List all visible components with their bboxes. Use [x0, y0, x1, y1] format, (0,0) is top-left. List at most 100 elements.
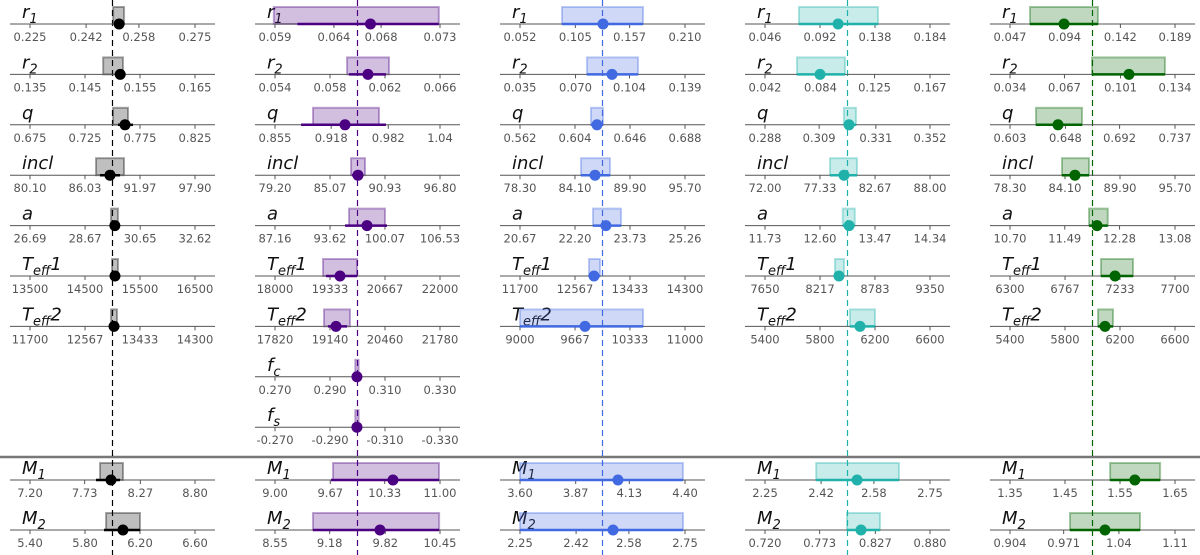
- estimate-dot: [109, 220, 121, 232]
- label-sub: eff: [278, 314, 297, 329]
- tick-label: 0.225: [14, 30, 47, 44]
- tick-label: 13500: [12, 282, 49, 296]
- estimate-dot: [108, 320, 120, 332]
- label-base: T: [1002, 254, 1015, 275]
- tick-label: 0.052: [504, 30, 537, 44]
- estimate-dot: [843, 220, 855, 232]
- estimate-dot: [117, 524, 129, 536]
- tick-label: 11.73: [749, 232, 782, 246]
- tick-label: 1.04: [1106, 536, 1132, 550]
- estimate-dot: [833, 270, 845, 282]
- tick-label: 12.28: [1103, 232, 1136, 246]
- tick-label: 95.70: [1159, 181, 1192, 195]
- tick-label: 6200: [860, 332, 889, 346]
- label-base: r: [22, 52, 31, 73]
- tick-label: 8.27: [128, 486, 154, 500]
- label-base: T: [22, 304, 35, 325]
- param-label: a: [22, 204, 33, 225]
- tick-label: 6600: [1160, 332, 1189, 346]
- estimate-dot: [589, 169, 601, 181]
- panel: M1 7.20 7.73 8.27 8.80: [10, 458, 215, 500]
- label-tail: 2: [50, 304, 61, 325]
- param-label: Teff2: [22, 304, 62, 329]
- param-label: M2: [1002, 508, 1026, 533]
- label-base: a: [1002, 204, 1013, 225]
- panel: a 10.70 11.49 12.28 13.08: [990, 204, 1195, 246]
- param-label: Teff2: [757, 304, 797, 329]
- label-sub: 2: [528, 518, 536, 533]
- tick-label: 0.092: [804, 30, 837, 44]
- tick-label: 0.880: [914, 536, 947, 550]
- range-box: [331, 462, 441, 481]
- label-base: f: [267, 355, 276, 376]
- tick-label: 0.062: [369, 80, 402, 94]
- param-label: Teff1: [22, 254, 62, 279]
- tick-label: 2.58: [861, 486, 887, 500]
- label-base: T: [1002, 304, 1015, 325]
- tick-label: 0.134: [1159, 80, 1192, 94]
- tick-label: 6600: [915, 332, 944, 346]
- tick-label: 72.00: [749, 181, 782, 195]
- panel: r2 0.054 0.058 0.062 0.066: [255, 52, 460, 94]
- tick-label: 0.330: [424, 383, 457, 397]
- estimate-dot: [851, 474, 863, 486]
- tick-label: 10.70: [994, 232, 1027, 246]
- estimate-dot: [351, 421, 363, 433]
- param-label: M1: [512, 458, 536, 483]
- tick-label: 14.34: [914, 232, 947, 246]
- tick-label: 0.825: [179, 131, 212, 145]
- tick-label: 12567: [557, 282, 594, 296]
- range-box: [519, 462, 684, 481]
- panel: q 0.855 0.918 0.982 1.04: [255, 103, 460, 145]
- panel: incl 79.20 85.07 90.93 96.80: [255, 153, 460, 195]
- tick-label: 8217: [805, 282, 834, 296]
- label-base: M: [757, 508, 773, 529]
- tick-label: 8.80: [182, 486, 208, 500]
- param-label: r1: [1002, 2, 1018, 27]
- tick-label: 0.068: [365, 30, 398, 44]
- tick-label: 0.603: [994, 131, 1027, 145]
- tick-label: 11000: [667, 332, 704, 346]
- label-sub: 2: [764, 62, 772, 77]
- tick-label: 14500: [67, 282, 104, 296]
- estimate-dot: [1123, 68, 1135, 80]
- param-label: a: [1002, 204, 1013, 225]
- panel: Teff2 5400 5800 6200 6600: [745, 304, 950, 346]
- tick-label: 0.725: [69, 131, 102, 145]
- param-label: M2: [512, 508, 536, 533]
- panel: Teff2 5400 5800 6200 6600: [990, 304, 1195, 346]
- tick-label: 11.49: [1048, 232, 1081, 246]
- label-base: M: [267, 508, 283, 529]
- tick-label: 0.189: [1159, 30, 1192, 44]
- tick-label: 0.971: [1047, 536, 1080, 550]
- tick-label: 0.125: [858, 80, 891, 94]
- label-base: r: [757, 2, 766, 23]
- panel: q 0.288 0.309 0.331 0.352: [745, 103, 950, 145]
- tick-label: 5400: [750, 332, 779, 346]
- estimate-dot: [1109, 270, 1121, 282]
- panel: a 11.73 12.60 13.47 14.34: [745, 204, 950, 246]
- estimate-dot: [339, 119, 351, 131]
- tick-label: 0.165: [179, 80, 212, 94]
- estimate-dot: [1091, 220, 1103, 232]
- tick-label: 28.67: [69, 232, 102, 246]
- label-base: q: [1002, 103, 1013, 124]
- tick-label: 1.04: [427, 131, 453, 145]
- estimate-dot: [1099, 524, 1111, 536]
- label-base: r: [22, 2, 31, 23]
- label-sub: c: [273, 365, 280, 380]
- tick-label: 0.720: [749, 536, 782, 550]
- panel: M2 8.55 9.18 9.82 10.45: [255, 508, 460, 550]
- tick-label: 4.13: [617, 486, 643, 500]
- panel: q 0.675 0.725 0.775 0.825: [10, 103, 215, 145]
- tick-label: 5.40: [17, 536, 43, 550]
- tick-label: 2.42: [563, 536, 589, 550]
- label-base: M: [1002, 458, 1018, 479]
- label-base: M: [757, 458, 773, 479]
- param-label: r2: [757, 52, 773, 77]
- tick-label: 9667: [560, 332, 589, 346]
- label-sub: 1: [773, 468, 781, 483]
- label-tail: 2: [295, 304, 306, 325]
- tick-label: 7.73: [72, 486, 98, 500]
